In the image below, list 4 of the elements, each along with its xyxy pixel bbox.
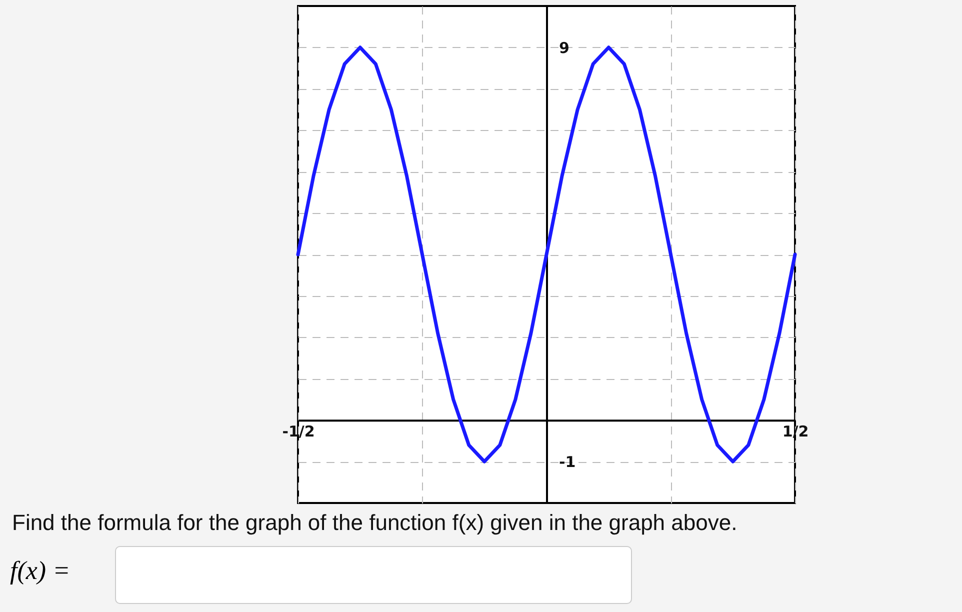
text: Find the formula for the graph of the function f(x) given in the graph above. [12,510,738,536]
text: f(x) = [10,556,70,586]
y-tick-label: 9 [559,38,570,57]
y-tick-label: -1 [559,453,576,472]
